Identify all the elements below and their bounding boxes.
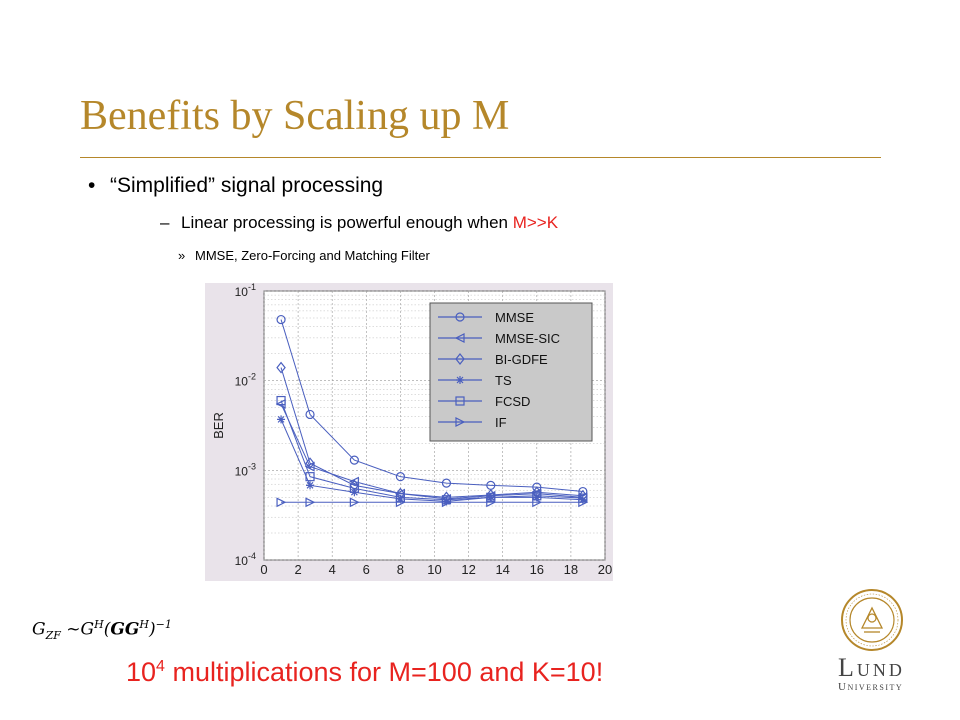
legend-marker-if: [455, 417, 466, 427]
series-line-mmse-sic: [280, 403, 583, 500]
lund-university-logo: Lund University: [838, 653, 905, 694]
formula-lhs: G: [32, 619, 46, 640]
formula-bold: GG: [110, 619, 140, 640]
legend-marker-fcsd: [455, 396, 465, 406]
legend-marker-ts: [456, 376, 464, 384]
y-tick-label: 10-4: [235, 551, 256, 568]
x-tick-label: 10: [427, 562, 441, 577]
note-text: multiplications for M=100 and K=10!: [164, 657, 604, 687]
data-point-if: [305, 497, 316, 508]
series-line-ts: [280, 419, 583, 502]
bullet2-text: Linear processing is powerful enough whe…: [181, 213, 513, 232]
bullet-level1: • “Simplified” signal processing: [88, 174, 383, 198]
data-point-if: [276, 497, 287, 508]
formula-paren-open: (: [103, 619, 111, 640]
formula-sup2: H: [139, 618, 149, 631]
data-point-ts: [396, 494, 405, 503]
x-tick-label: 0: [260, 562, 267, 577]
data-point-if: [532, 497, 543, 508]
data-point-ts: [306, 481, 315, 490]
data-point-fcsd: [349, 483, 359, 493]
data-point-ts: [442, 497, 451, 506]
bullet-marker: »: [178, 248, 186, 263]
legend-label-bi-gdfe: BI-GDFE: [495, 352, 548, 367]
logo-line1: Lund: [838, 653, 905, 682]
complexity-note: 104 multiplications for M=100 and K=10!: [126, 657, 603, 688]
ber-chart: 0 2 4 6 8 10 12 14 16 18 20 10-1 10-2 10-3 10-4 BER MMSE…: [211, 282, 612, 577]
lund-seal-icon: [841, 589, 903, 651]
data-point-mmse: [349, 455, 359, 465]
title-divider: [80, 157, 881, 158]
data-point-if: [395, 497, 406, 508]
note-exp: 4: [156, 658, 165, 675]
x-tick-label: 8: [397, 562, 404, 577]
data-point-bi-gdfe: [305, 457, 315, 470]
data-point-mmse: [395, 472, 405, 482]
data-point-fcsd: [305, 472, 315, 482]
legend-marker-bi-gdfe: [455, 353, 465, 365]
data-point-fcsd: [276, 395, 286, 406]
data-point-ts: [277, 415, 286, 424]
x-tick-label: 6: [363, 562, 370, 577]
y-axis-label: BER: [211, 412, 226, 439]
slide-title: Benefits by Scaling up M: [80, 93, 510, 139]
x-tick-label: 16: [530, 562, 544, 577]
note-base: 10: [126, 657, 157, 687]
legend-label-fcsd: FCSD: [495, 394, 530, 409]
y-tick-label: 10-3: [235, 461, 256, 478]
series-line-fcsd: [280, 400, 583, 501]
zf-formula: GZF ~GH(GGH)−1: [32, 618, 172, 642]
ber-chart-panel: 0 2 4 6 8 10 12 14 16 18 20 10-1 10-2 10-3 10-4 BER MMSE…: [205, 282, 613, 581]
bullet-marker: •: [88, 174, 96, 197]
series-line-mmse: [280, 319, 583, 493]
data-point-bi-gdfe: [276, 361, 286, 374]
x-tick-label: 4: [329, 562, 336, 577]
data-point-if: [578, 497, 589, 508]
x-tick-label: 14: [495, 562, 509, 577]
x-tick-label: 2: [294, 562, 301, 577]
bullet-level2: – Linear processing is powerful enough wh…: [160, 213, 558, 233]
legend-label-mmse: MMSE: [495, 310, 534, 325]
data-point-fcsd: [395, 492, 405, 502]
data-point-fcsd: [486, 492, 496, 502]
formula-paren-close: ): [148, 619, 156, 640]
formula-exp: −1: [155, 618, 172, 631]
data-point-if: [486, 497, 497, 508]
data-point-mmse: [305, 409, 315, 420]
y-tick-label: 10-2: [235, 372, 256, 389]
data-point-if: [349, 497, 360, 508]
series-line-bi-gdfe: [280, 367, 583, 498]
data-point-mmse: [276, 314, 286, 325]
bullet2-highlight: M>>K: [512, 213, 559, 232]
legend-label-mmse-sic: MMSE-SIC: [495, 331, 560, 346]
legend-marker-mmse-sic: [454, 333, 465, 343]
formula-mid: ~G: [60, 619, 95, 640]
x-tick-label: 12: [461, 562, 475, 577]
bullet-marker: –: [160, 213, 170, 232]
data-point-mmse: [441, 478, 452, 488]
formula-lhs-sub: ZF: [45, 629, 61, 643]
data-point-ts: [532, 493, 541, 502]
data-point-if: [441, 497, 452, 508]
y-tick-label: 10-1: [235, 283, 256, 299]
logo-line2: University: [838, 681, 904, 693]
formula-sup: H: [94, 618, 104, 631]
bullet1-text: “Simplified” signal processing: [110, 174, 384, 197]
bullet-level3: » MMSE, Zero-Forcing and Matching Filter: [178, 248, 430, 263]
legend-label-if: IF: [495, 415, 507, 430]
legend-marker-mmse: [455, 312, 465, 322]
bullet3-text: MMSE, Zero-Forcing and Matching Filter: [195, 248, 430, 263]
x-tick-label: 20: [598, 562, 612, 577]
x-tick-label: 18: [564, 562, 578, 577]
legend-label-ts: TS: [495, 373, 512, 388]
